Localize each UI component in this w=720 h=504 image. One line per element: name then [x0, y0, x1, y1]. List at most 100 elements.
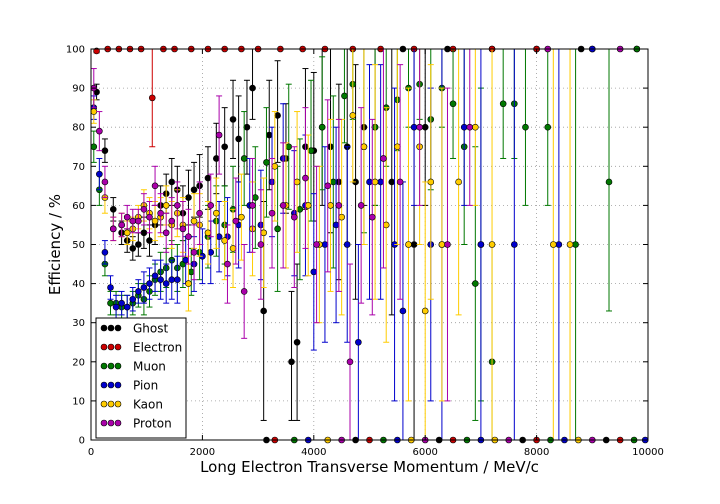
data-point — [377, 178, 384, 186]
data-point — [151, 272, 159, 280]
data-point — [421, 307, 429, 315]
data-point — [321, 241, 329, 248]
data-layer — [90, 45, 649, 444]
x-tick-label: 10000 — [632, 447, 664, 458]
x-tick-label: 8000 — [524, 447, 549, 458]
legend-item-electron: Electron — [100, 341, 182, 355]
y-tick-label: 90 — [72, 84, 85, 95]
data-point — [274, 225, 281, 233]
data-point — [410, 241, 418, 248]
data-point — [438, 241, 446, 248]
data-point — [249, 202, 256, 209]
data-point — [605, 178, 613, 186]
data-point — [135, 217, 142, 225]
data-point — [207, 249, 215, 256]
ticks: 0 2000 4000 6000 8000 10000 0 10 20 30 40 50 60 70 80 9… — [66, 45, 664, 459]
data-point — [394, 143, 401, 151]
data-point — [118, 299, 125, 307]
data-point — [229, 245, 237, 252]
data-point — [296, 206, 304, 213]
data-point — [146, 280, 153, 287]
data-point — [135, 288, 142, 295]
legend-marker — [100, 400, 108, 408]
data-point — [90, 143, 98, 151]
data-point — [190, 186, 198, 194]
data-point — [572, 241, 579, 248]
data-point — [157, 276, 164, 283]
data-point — [101, 249, 109, 256]
data-point — [460, 123, 468, 131]
y-tick-label: 100 — [66, 45, 85, 56]
data-point — [123, 303, 131, 311]
data-point — [168, 217, 176, 225]
data-point — [196, 209, 203, 217]
data-point — [285, 143, 293, 151]
data-point — [466, 123, 474, 131]
data-point — [129, 245, 137, 252]
data-point — [313, 241, 320, 248]
data-point — [555, 241, 563, 248]
data-point — [190, 217, 198, 225]
data-point — [252, 194, 259, 201]
x-tick-label: 4000 — [301, 447, 326, 458]
y-tick-label: 30 — [72, 318, 85, 329]
data-point — [293, 338, 301, 346]
data-point — [148, 94, 156, 102]
data-point — [382, 221, 390, 229]
data-point — [215, 131, 223, 139]
legend-item-pion: Pion — [100, 379, 158, 393]
data-point — [174, 276, 181, 283]
legend-marker — [107, 343, 115, 351]
y-axis-label: Efficiency / % — [46, 194, 64, 295]
data-point — [302, 174, 309, 182]
data-point — [140, 206, 148, 213]
y-tick-label: 20 — [72, 357, 85, 368]
data-point — [371, 178, 379, 186]
legend-marker — [107, 324, 115, 332]
legend-marker — [114, 381, 122, 389]
data-point — [232, 217, 240, 225]
data-point — [249, 84, 256, 92]
legend-marker — [114, 362, 122, 370]
data-point — [235, 135, 242, 143]
data-point — [472, 280, 479, 287]
data-point — [129, 295, 137, 303]
data-point — [421, 123, 429, 131]
data-point — [405, 241, 412, 248]
legend-marker — [114, 400, 122, 408]
legend-marker — [107, 362, 115, 370]
y-tick-label: 70 — [72, 162, 85, 173]
data-point — [488, 241, 496, 248]
data-point — [123, 213, 131, 221]
data-point — [90, 108, 98, 115]
data-point — [288, 358, 295, 366]
x-tick-label: 2000 — [190, 447, 215, 458]
data-point — [550, 241, 557, 248]
data-point — [327, 202, 334, 209]
data-point — [96, 170, 103, 178]
data-point — [499, 100, 507, 108]
data-point — [168, 276, 176, 283]
y-tick-label: 50 — [72, 240, 85, 251]
data-point — [449, 100, 457, 108]
data-point — [455, 178, 462, 186]
data-point — [213, 209, 220, 217]
data-point — [410, 123, 418, 131]
data-point — [355, 338, 362, 346]
data-point — [257, 241, 265, 248]
x-axis-label: Long Electron Transverse Momentum / MeV/… — [200, 458, 539, 476]
data-point — [162, 229, 170, 237]
data-point — [162, 280, 170, 287]
data-point — [204, 174, 212, 182]
legend-item-proton: Proton — [100, 417, 172, 431]
data-point — [263, 159, 270, 166]
legend-marker — [107, 381, 115, 389]
data-point — [112, 303, 120, 311]
data-point — [238, 213, 245, 221]
data-point — [140, 229, 148, 237]
data-point — [291, 213, 298, 221]
legend-item-kaon: Kaon — [100, 398, 163, 412]
data-point — [399, 307, 407, 315]
data-point — [157, 209, 164, 217]
